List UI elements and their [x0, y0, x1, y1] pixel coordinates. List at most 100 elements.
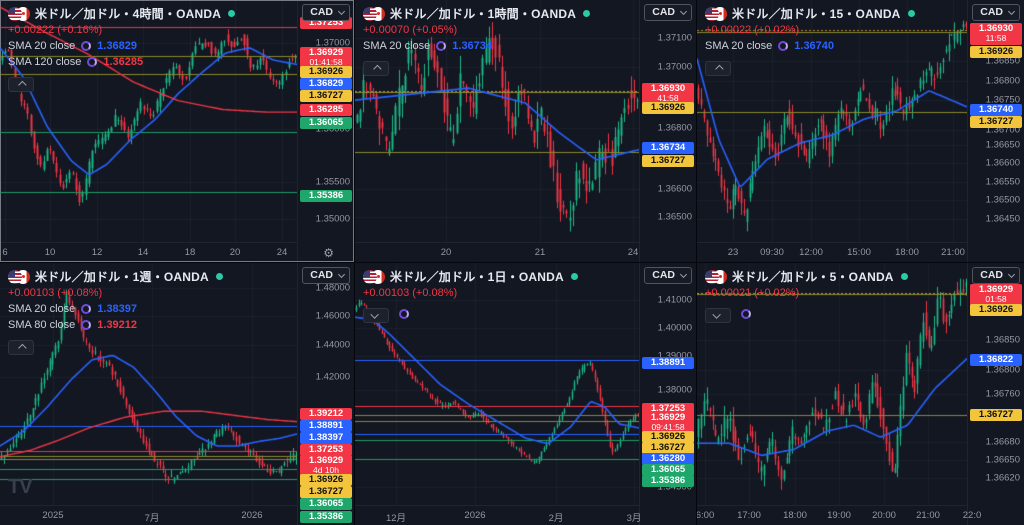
price-axis[interactable]: 1.37000 1.36000 1.35500 1.35000 1.37253 1.369… [297, 0, 354, 262]
candlestick-chart[interactable] [355, 263, 639, 505]
candlestick-chart[interactable] [697, 263, 967, 505]
time-tick-label: 2026 [241, 510, 263, 521]
price-change: +0.00222 (+0.16%) [8, 24, 103, 36]
sma-legend-row[interactable]: SMA 20 close 1.36740 [705, 38, 915, 54]
price-tick-label: 1.40000 [657, 322, 692, 334]
price-label-badge: 1.36065 [300, 117, 352, 129]
symbol-title[interactable]: 米ドル／加ドル・1時間・OANDA [390, 7, 577, 21]
price-label-badge: 1.36280 [642, 453, 694, 465]
time-tick-label: 7月 [144, 513, 160, 524]
currency-dropdown[interactable]: CAD [644, 267, 692, 284]
chart-panel-15m[interactable]: 米ドル／加ドル・15・OANDA +0.00022 (+0.02%) SMA 2… [697, 0, 1024, 262]
time-axis[interactable]: 6 10 12 14 18 20 24 [0, 242, 297, 262]
sma-legend-row[interactable]: SMA 120 close 1.36285 [8, 54, 235, 70]
chart-panel-1h[interactable]: 米ドル／加ドル・1時間・OANDA +0.00070 (+0.05%) SMA … [355, 0, 696, 262]
price-tick-label: 1.37000 [315, 37, 350, 49]
price-axis[interactable]: 1.41000 1.40000 1.39000 1.38000 1.34500 1.388… [639, 263, 696, 525]
symbol-title[interactable]: 米ドル／加ドル・4時間・OANDA [35, 7, 222, 21]
candlestick-chart[interactable] [0, 0, 297, 242]
sma-label: SMA 120 close [8, 56, 82, 68]
indicator-loading-icon [399, 308, 409, 319]
price-tick-label: 1.35000 [315, 213, 350, 225]
candlestick-chart[interactable] [355, 0, 639, 242]
currency-dropdown[interactable]: CAD [302, 267, 350, 284]
chart-panel-1d[interactable]: 米ドル／加ドル・1日・OANDA +0.00103 (+0.08%) 1.410… [355, 263, 696, 525]
time-tick-label: 21:00 [916, 510, 940, 521]
price-tick-label: 1.36800 [985, 364, 1020, 376]
sma-legend-row[interactable]: SMA 20 close 1.36829 [8, 38, 235, 54]
legend-collapse-button[interactable] [705, 308, 731, 323]
price-tick-label: 1.36620 [985, 472, 1020, 484]
candlestick-chart[interactable] [697, 0, 967, 242]
indicator-loading-icon [81, 320, 92, 330]
chevron-down-icon [337, 270, 346, 278]
time-tick-label: 17:00 [737, 510, 761, 521]
sma-legend-row[interactable]: SMA 20 close 1.38397 [8, 301, 223, 317]
time-tick-label: 20 [229, 247, 241, 258]
candlestick-chart[interactable] [0, 263, 297, 505]
time-axis[interactable]: 23 09:30 12:00 15:00 18:00 21:00 [697, 242, 967, 262]
price-label-badge: 1.36727 [300, 486, 352, 498]
symbol-title-row[interactable]: 米ドル／加ドル・1週・OANDA [8, 268, 223, 285]
chart-panel-5m[interactable]: 米ドル／加ドル・5・OANDA +0.00021 (+0.02%) 1.3685… [697, 263, 1024, 525]
time-axis[interactable]: 12月 2026 2月 3月 [355, 505, 641, 525]
time-axis[interactable]: 2025 7月 2026 [0, 505, 297, 525]
symbol-title[interactable]: 米ドル／加ドル・5・OANDA [732, 270, 894, 284]
sma-value: 1.36285 [103, 56, 144, 68]
time-tick-label: 6:00 [697, 510, 715, 521]
chart-panel-4h[interactable]: 米ドル／加ドル・4時間・OANDA +0.00222 (+0.16%) SMA … [0, 0, 354, 262]
symbol-title-row[interactable]: 米ドル／加ドル・5・OANDA [705, 268, 908, 285]
time-tick-label: 15:00 [847, 247, 871, 258]
chart-legend: 米ドル／加ドル・5・OANDA +0.00021 (+0.02%) [705, 268, 908, 323]
sma-label: SMA 20 close [8, 40, 76, 52]
sma-value: 1.36734 [452, 40, 493, 52]
symbol-title[interactable]: 米ドル／加ドル・1日・OANDA [390, 270, 564, 284]
sma-legend-row[interactable]: SMA 20 close 1.36734 [363, 38, 590, 54]
price-label-badge: 1.36926 [300, 66, 352, 78]
legend-collapse-button[interactable] [8, 340, 34, 355]
sma-legend-rows: SMA 20 close 1.36740 [705, 38, 915, 54]
chart-panel-1w[interactable]: TV 米ドル／加ドル・1週・OANDA +0.00103 (+0.08%) SM… [0, 263, 354, 525]
time-axis[interactable]: 20 21 24 [355, 242, 639, 262]
currency-dropdown[interactable]: CAD [972, 4, 1020, 21]
currency-dropdown[interactable]: CAD [644, 4, 692, 21]
legend-collapse-button[interactable] [705, 61, 731, 76]
legend-collapse-button[interactable] [363, 308, 389, 323]
symbol-title[interactable]: 米ドル／加ドル・1週・OANDA [35, 270, 209, 284]
price-change: +0.00103 (+0.08%) [8, 287, 103, 299]
market-open-dot [570, 273, 578, 280]
symbol-title-row[interactable]: 米ドル／加ドル・15・OANDA [705, 5, 915, 22]
symbol-title-row[interactable]: 米ドル／加ドル・1時間・OANDA [363, 5, 591, 22]
legend-collapse-button[interactable] [8, 77, 34, 92]
indicator-loading-icon [81, 41, 92, 51]
indicator-loading-icon [778, 41, 789, 51]
price-label-badge: 1.36822 [970, 354, 1022, 366]
time-tick-label: 22:0 [962, 510, 982, 521]
symbol-title-row[interactable]: 米ドル／加ドル・4時間・OANDA [8, 5, 236, 22]
symbol-title-row[interactable]: 米ドル／加ドル・1日・OANDA [363, 268, 578, 285]
currency-label: CAD [652, 269, 675, 281]
price-tick-label: 1.36650 [985, 139, 1020, 151]
price-axis[interactable]: 1.48000 1.46000 1.44000 1.42000 1.39212 1.388… [297, 263, 354, 525]
legend-collapse-button[interactable] [363, 61, 389, 76]
sma-label: SMA 20 close [705, 40, 773, 52]
price-axis[interactable]: 1.36850 1.36800 1.36760 1.36680 1.36650 1.366… [967, 263, 1024, 525]
price-tick-label: 1.36750 [985, 94, 1020, 106]
time-tick-label: 18:00 [895, 247, 919, 258]
price-axis[interactable]: 1.37100 1.37000 1.36800 1.36600 1.36500 1.369… [639, 0, 696, 262]
symbol-title[interactable]: 米ドル／加ドル・15・OANDA [732, 7, 901, 21]
time-tick-label: 2025 [42, 510, 64, 521]
price-scale-settings-gear-icon[interactable]: ⚙ [323, 246, 334, 260]
price-label-badge: 1.36926 [642, 102, 694, 114]
sma-legend-rows: SMA 20 close 1.36734 [363, 38, 590, 54]
price-change: +0.00021 (+0.02%) [705, 287, 800, 299]
sma-legend-row[interactable]: SMA 80 close 1.39212 [8, 317, 223, 333]
chart-legend: 米ドル／加ドル・15・OANDA +0.00022 (+0.02%) SMA 2… [705, 5, 915, 76]
currency-dropdown[interactable]: CAD [972, 267, 1020, 284]
currency-dropdown[interactable]: CAD [302, 4, 350, 21]
price-label-badge: 1.36285 [300, 104, 352, 116]
price-tick-label: 1.44000 [315, 339, 350, 351]
price-axis[interactable]: 1.36850 1.36800 1.36750 1.36700 1.36650 1.366… [967, 0, 1024, 262]
time-axis[interactable]: 6:00 17:00 18:00 19:00 20:00 21:00 22:0 [697, 505, 981, 525]
price-tick-label: 1.34500 [657, 481, 692, 493]
